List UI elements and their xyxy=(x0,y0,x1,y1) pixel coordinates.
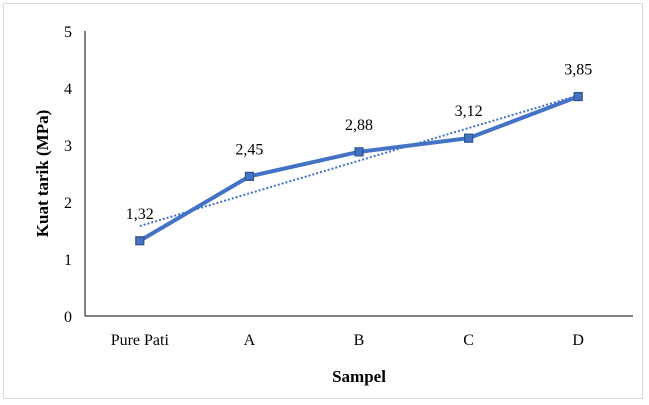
data-label: 3,12 xyxy=(455,103,483,120)
x-tick-label: B xyxy=(354,332,365,349)
x-tick-label: Pure Pati xyxy=(111,332,170,349)
y-tick-label: 0 xyxy=(64,309,72,326)
data-point-marker xyxy=(354,147,364,157)
y-tick-label: 5 xyxy=(64,24,72,41)
data-label: 3,85 xyxy=(564,62,592,79)
x-axis-title: Sampel xyxy=(332,367,386,386)
data-label: 2,88 xyxy=(345,117,373,134)
data-labels: 1,32 2,45 2,88 3,12 3,85 xyxy=(126,62,592,223)
y-axis-title: Kuat tarik (MPa) xyxy=(33,110,52,237)
x-tick-label: D xyxy=(572,332,584,349)
data-point-marker xyxy=(573,91,583,102)
trendline xyxy=(139,94,579,228)
data-point-marker xyxy=(135,236,145,246)
x-tick-label: A xyxy=(244,332,256,349)
y-tick-label: 3 xyxy=(64,138,72,155)
y-tick-label: 1 xyxy=(64,252,72,269)
data-label: 2,45 xyxy=(235,141,263,158)
chart-frame xyxy=(3,3,643,399)
x-axis-ticks: Pure Pati A B C D xyxy=(111,332,584,349)
y-axis-ticks: 0 1 2 3 4 5 xyxy=(64,24,72,326)
data-point-marker xyxy=(244,171,254,181)
data-point-marker xyxy=(464,133,474,143)
data-label: 1,32 xyxy=(126,206,154,223)
y-tick-label: 2 xyxy=(64,195,72,212)
y-tick-label: 4 xyxy=(64,81,72,98)
x-tick-label: C xyxy=(463,332,474,349)
series-markers xyxy=(135,91,583,246)
